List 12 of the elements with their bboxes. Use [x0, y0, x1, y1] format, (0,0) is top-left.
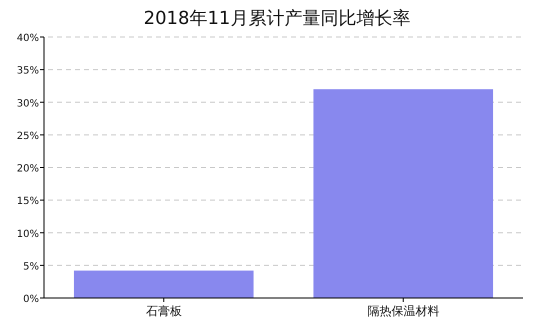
- y-tick-label: 40%: [16, 33, 39, 44]
- y-tick-label: 0%: [23, 294, 39, 305]
- y-tick-label: 10%: [16, 228, 39, 240]
- y-tick-label: 20%: [16, 164, 39, 174]
- y-tick-label: 30%: [16, 98, 39, 110]
- y-tick-label: 5%: [23, 261, 39, 272]
- y-tick-label: 15%: [16, 196, 39, 208]
- y-tick-label: 35%: [16, 66, 39, 77]
- x-tick-label: 石膏板: [146, 304, 182, 318]
- x-tick-label: 隔热保温材料: [367, 304, 440, 318]
- y-tick-label: 25%: [16, 130, 39, 142]
- chart-title: 2018年11月累计产量同比增长率: [144, 8, 410, 29]
